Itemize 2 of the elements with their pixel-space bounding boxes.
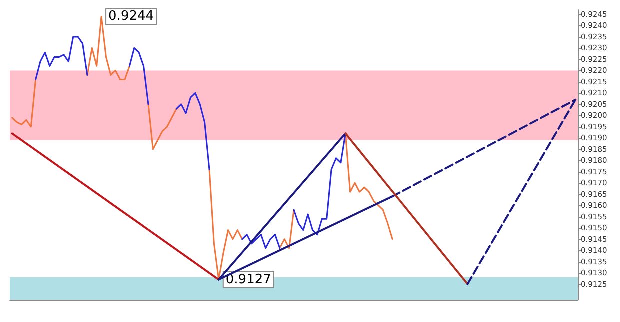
data-label: 0.9244 bbox=[108, 9, 154, 24]
data-label: 0.9127 bbox=[226, 272, 272, 288]
